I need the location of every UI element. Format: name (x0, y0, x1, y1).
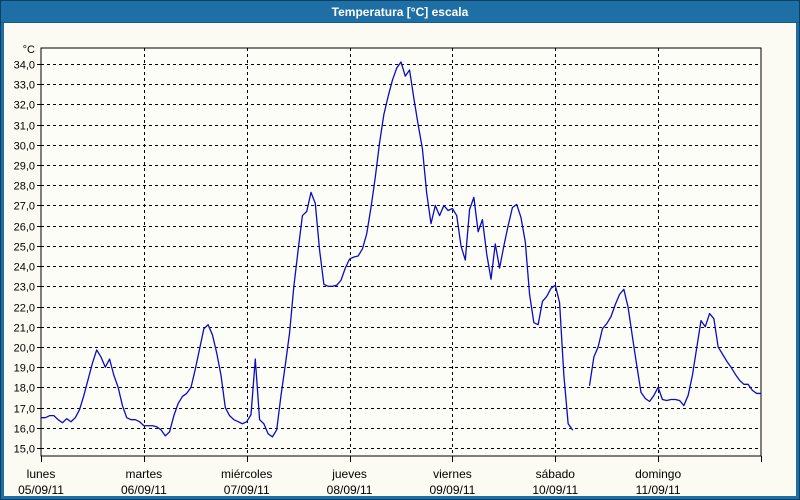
y-tick-label: 20,0 (14, 343, 35, 355)
title-bar: Temperatura [°C] escala (1, 1, 799, 23)
y-axis: 34,0 33,0 32,0 31,0 30,0 29,0 28,0 27,0 26,0 25,0… (14, 44, 761, 456)
y-tick-label: 29,0 (14, 161, 35, 173)
y-tick-label: 34,0 (14, 60, 35, 72)
x-axis: lunes 05/09/11 martes 06/09/11 miércoles 07/0… (18, 48, 762, 496)
temperature-line (40, 61, 762, 438)
y-tick-label: 25,0 (14, 242, 35, 254)
y-tick-label: 17,0 (14, 404, 35, 416)
y-tick-label: 26,0 (14, 222, 35, 234)
y-tick-label: 16,0 (14, 424, 35, 436)
day-name-label: domingo (635, 467, 681, 481)
day-date-label: 11/09/11 (636, 483, 681, 496)
day-name-label: viernes (433, 467, 472, 481)
y-tick-label: 15,0 (14, 444, 35, 456)
window-title: Temperatura [°C] escala (331, 4, 469, 19)
y-tick-label: 28,0 (14, 181, 35, 193)
day-name-label: sábado (536, 467, 576, 481)
temperature-series (40, 61, 762, 438)
day-date-label: 08/09/11 (327, 483, 373, 496)
y-tick-label: 23,0 (14, 282, 35, 294)
y-tick-label: 24,0 (14, 262, 35, 274)
day-name-label: jueves (331, 467, 367, 481)
day-name-label: lunes (27, 467, 56, 481)
day-name-label: miércoles (221, 467, 272, 481)
y-tick-label: 30,0 (14, 141, 35, 153)
y-tick-label: 19,0 (14, 363, 35, 375)
y-tick-label: 22,0 (14, 303, 35, 315)
day-name-label: martes (126, 467, 163, 481)
day-date-label: 09/09/11 (430, 483, 476, 496)
y-tick-label: 33,0 (14, 80, 35, 92)
day-date-label: 05/09/11 (18, 483, 64, 496)
y-tick-label: 21,0 (14, 323, 35, 335)
plot-area (40, 47, 762, 457)
day-date-label: 10/09/11 (532, 483, 578, 496)
temperature-chart: 34,0 33,0 32,0 31,0 30,0 29,0 28,0 27,0 26,0 25,0… (14, 44, 762, 496)
chart-area: 34,0 33,0 32,0 31,0 30,0 29,0 28,0 27,0 26,0 25,0… (4, 23, 796, 496)
day-date-label: 07/09/11 (224, 483, 270, 496)
y-tick-label: 18,0 (14, 383, 35, 395)
y-tick-label: 32,0 (14, 100, 35, 112)
day-date-label: 06/09/11 (121, 483, 167, 496)
y-tick-label: 31,0 (14, 121, 35, 133)
y-axis-unit-label: °C (23, 44, 35, 56)
y-tick-label: 27,0 (14, 201, 35, 213)
